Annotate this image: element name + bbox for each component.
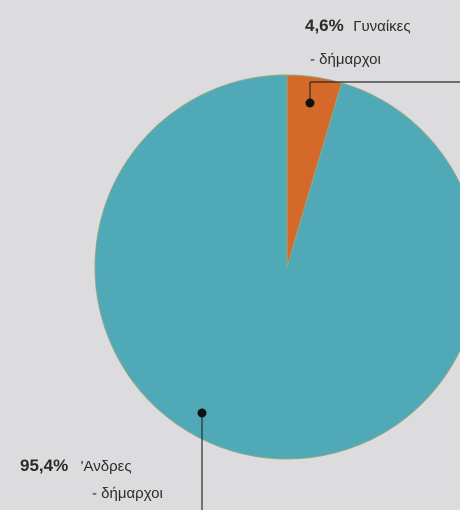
men-marker-dot xyxy=(197,408,207,418)
women-marker-dot xyxy=(305,98,315,108)
women-label-line1: 4,6% Γυναίκες xyxy=(305,16,411,35)
women-percent-label: 4,6% xyxy=(305,16,344,35)
men-category-label: 'Ανδρες xyxy=(81,458,132,475)
pie-slices xyxy=(94,74,460,460)
men-percent-label: 95,4% xyxy=(20,456,68,475)
men-slice xyxy=(94,74,460,460)
men-label-line1: 95,4% 'Ανδρες xyxy=(20,456,132,475)
men-label-line2: - δήμαρχοι xyxy=(92,485,163,502)
women-category-label: Γυναίκες xyxy=(353,18,410,35)
women-label-line2: - δήμαρχοι xyxy=(310,51,381,68)
